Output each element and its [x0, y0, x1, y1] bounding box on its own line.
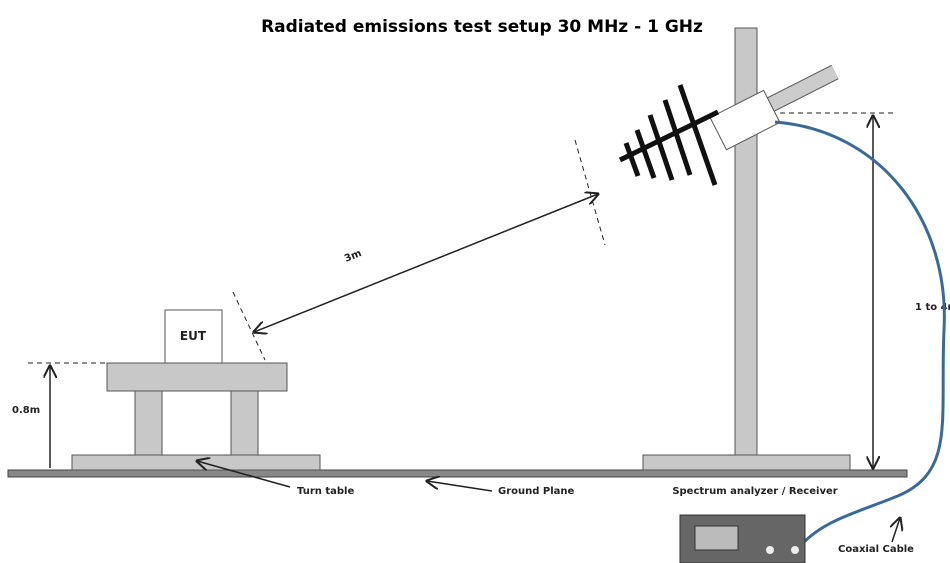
turn-table-label: Turn table [297, 486, 354, 497]
receiver-label: Spectrum analyzer / Receiver [672, 486, 837, 497]
turn-table [71, 454, 321, 471]
mast [734, 27, 758, 456]
mast-base [642, 454, 851, 471]
distance-arrow [254, 194, 598, 332]
knob [791, 546, 799, 554]
cable-label: Coaxial Cable [838, 544, 914, 555]
table-leg [134, 390, 163, 456]
coaxial-cable [774, 120, 946, 551]
eut-label: EUT [180, 329, 207, 343]
table-leg [230, 390, 259, 456]
table-height-label: 0.8m [12, 405, 40, 416]
knob [766, 546, 774, 554]
dim-line [574, 139, 606, 246]
ground-plane-label: Ground Plane [498, 486, 575, 497]
dim-line [232, 291, 266, 361]
antenna-height-label: 1 to 4m [915, 302, 950, 313]
antenna [618, 64, 839, 186]
ground-plane [7, 469, 908, 478]
pointer [197, 461, 291, 488]
distance-label: 3m [343, 248, 363, 265]
screen [694, 525, 739, 551]
pointer [892, 518, 900, 543]
table-top [106, 362, 288, 392]
pointer [427, 481, 493, 492]
title: Radiated emissions test setup 30 MHz - 1… [261, 17, 703, 37]
eut-box [164, 309, 223, 364]
